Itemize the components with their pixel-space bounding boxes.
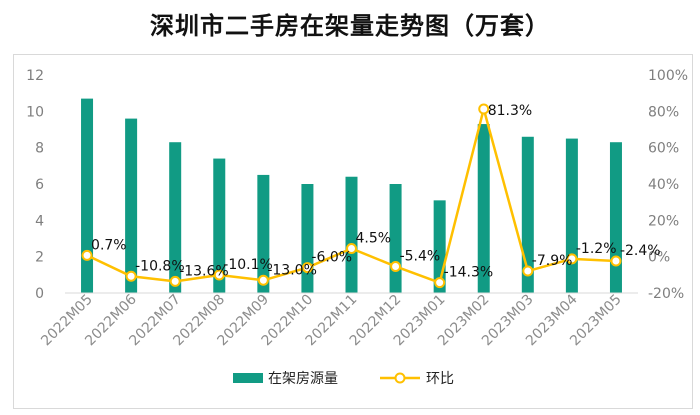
mom-point-2022M12 (390, 260, 402, 272)
mom-point-2022M08 (213, 269, 225, 281)
mom-data-label: 4.5% (356, 230, 392, 246)
bar-2022M11 (345, 176, 358, 293)
bar-2022M08 (213, 158, 226, 293)
right-axis-tick-label: -20% (648, 286, 684, 302)
mom-point-2023M02 (478, 103, 490, 115)
left-axis-tick-label: 6 (35, 177, 44, 193)
mom-data-label: -7.9% (532, 253, 573, 269)
mom-data-label: -13.0% (267, 262, 317, 278)
mom-data-label: -13.6% (179, 263, 229, 279)
mom-point-2023M05 (610, 255, 622, 267)
mom-data-label: -5.4% (400, 248, 441, 264)
left-axis-tick-label: 12 (26, 68, 44, 84)
right-axis-tick-label: 100% (648, 68, 688, 84)
mom-point-2022M05 (81, 249, 93, 261)
mom-data-label: -2.4% (620, 243, 661, 259)
left-axis-tick-label: 0 (35, 286, 44, 302)
right-axis-tick-label: 40% (648, 177, 679, 193)
mom-data-label: 81.3% (488, 103, 532, 119)
left-axis-tick-label: 4 (35, 213, 44, 229)
mom-point-2023M01 (434, 277, 446, 289)
mom-point-2023M03 (522, 265, 534, 277)
mom-data-label: -14.3% (444, 265, 494, 281)
mom-point-2022M06 (125, 270, 137, 282)
mom-data-label: -10.8% (135, 258, 185, 274)
mom-data-label: -1.2% (576, 241, 617, 257)
left-axis-tick-label: 8 (35, 141, 44, 157)
bar-2022M09 (257, 174, 270, 293)
right-axis-tick-label: 20% (648, 213, 679, 229)
legend-label-line: 环比 (426, 371, 454, 387)
chart-title: 深圳市二手房在架量走势图（万套） (150, 12, 550, 40)
mom-data-label: -6.0% (311, 250, 352, 266)
mom-data-label: -10.1% (223, 257, 273, 273)
legend-label-bar: 在架房源量 (268, 371, 338, 387)
bar-2022M07 (169, 142, 182, 293)
right-axis-tick-label: 0% (648, 250, 670, 266)
bar-2023M03 (521, 136, 534, 293)
bar-2023M02 (477, 124, 490, 293)
bar-2023M05 (609, 142, 622, 293)
bar-2022M06 (125, 118, 138, 293)
bar-2022M05 (81, 98, 94, 293)
mom-point-2022M11 (346, 242, 357, 254)
plot-border (13, 54, 693, 409)
legend-swatch-marker (394, 372, 406, 384)
mom-data-label: 0.7% (91, 237, 127, 253)
mom-point-2022M09 (257, 274, 269, 286)
right-axis-tick-label: 80% (648, 104, 679, 120)
bar-2022M12 (389, 184, 402, 293)
legend-swatch-bar (233, 373, 263, 383)
left-axis-tick-label: 2 (35, 250, 44, 266)
mom-point-2022M10 (301, 262, 313, 274)
bar-2023M04 (565, 138, 578, 293)
right-axis-tick-label: 60% (648, 141, 679, 157)
mom-point-2023M04 (566, 253, 578, 265)
left-axis-tick-label: 10 (26, 104, 44, 120)
mom-point-2022M07 (169, 275, 181, 287)
